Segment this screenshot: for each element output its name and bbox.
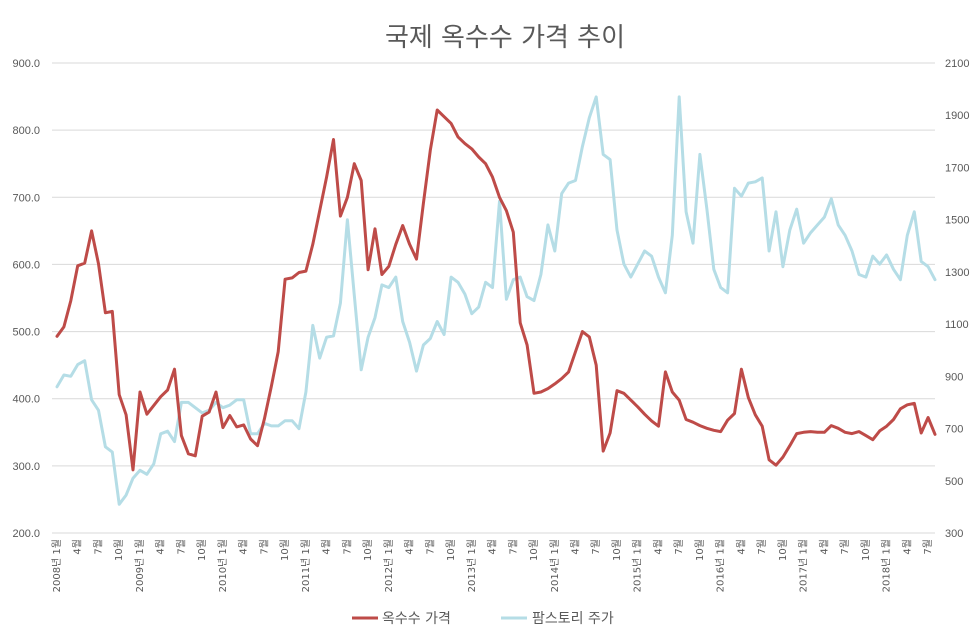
y-left-tick-label: 500.0 [12,327,40,339]
y-right-tick-label: 900 [945,371,963,383]
x-tick-label: 4월 [735,539,747,555]
x-tick-label: 2018년 1월 [881,539,893,592]
y-right-tick-label: 2100 [945,58,969,70]
x-tick-label: 4월 [487,539,499,555]
x-tick-label: 2014년 1월 [549,539,561,592]
x-tick-label: 4월 [901,539,913,555]
x-tick-label: 2010년 1월 [217,539,229,592]
series-line-corn-price [55,108,937,472]
y-right-tick-label: 1500 [945,215,969,227]
y-left-tick-label: 700.0 [12,192,40,204]
y-left-tick-label: 600.0 [12,259,40,271]
x-tick-label: 4월 [155,539,167,555]
x-tick-label: 4월 [818,539,830,555]
x-tick-label: 4월 [404,539,416,555]
y-left-tick-label: 800.0 [12,125,40,137]
x-tick-label: 2012년 1월 [383,539,395,592]
x-tick-label: 2016년 1월 [715,539,727,592]
x-tick-label: 7월 [673,539,685,555]
x-tick-label: 2013년 1월 [466,539,478,592]
x-tick-label: 7월 [839,539,851,555]
x-tick-label: 2009년 1월 [134,539,146,592]
x-tick-label: 7월 [424,539,436,555]
y-left-tick-label: 900.0 [12,58,40,70]
y-right-tick-label: 1700 [945,162,969,174]
x-tick-label: 4월 [570,539,582,555]
x-tick-label: 7월 [590,539,602,555]
series-line-farmstory-stock [55,95,937,506]
x-tick-label: 10월 [694,539,706,561]
x-tick-label: 2015년 1월 [632,539,644,592]
y-right-axis: 300 500 700 900 1100 1300 1500 1700 1900 2100 [945,58,969,540]
x-tick-label: 7월 [175,539,187,555]
x-tick-label: 4월 [238,539,250,555]
legend-label-corn-price: 옥수수 가격 [382,611,451,627]
x-tick-label: 4월 [72,539,84,555]
x-axis: 2008년 1월 4월 7월 10월 2009년 1월 4월 7월 10월 2010년 1월 4월… [51,539,934,592]
chart-title: 국제 옥수수 가격 추이 [385,23,625,53]
x-tick-label: 7월 [341,539,353,555]
x-tick-label: 7월 [756,539,768,555]
y-right-tick-label: 1900 [945,110,969,122]
y-right-tick-label: 1300 [945,267,969,279]
x-tick-label: 7월 [93,539,105,555]
y-right-tick-label: 500 [945,476,963,488]
y-right-tick-label: 300 [945,528,963,540]
y-left-axis: 200.0 300.0 400.0 500.0 600.0 700.0 800.0 900.0 [12,58,40,540]
y-right-tick-label: 1100 [945,319,969,331]
x-tick-label: 4월 [653,539,665,555]
y-left-tick-label: 400.0 [12,394,40,406]
x-tick-label: 7월 [507,539,519,555]
series-layer [55,95,937,506]
x-tick-label: 10월 [279,539,291,561]
x-tick-label: 2017년 1월 [798,539,810,592]
x-tick-label: 10월 [362,539,374,561]
y-left-tick-label: 200.0 [12,528,40,540]
x-tick-label: 10월 [777,539,789,561]
x-tick-label: 10월 [611,539,623,561]
x-tick-label: 2011년 1월 [300,539,312,592]
x-tick-label: 7월 [922,539,934,555]
y-right-tick-label: 700 [945,424,963,436]
x-tick-label: 10월 [528,539,540,561]
x-tick-label: 2008년 1월 [51,539,63,592]
x-tick-label: 7월 [258,539,270,555]
gridlines [52,62,935,534]
x-tick-label: 10월 [445,539,457,561]
x-tick-label: 4월 [321,539,333,555]
legend: 옥수수 가격 팜스토리 주가 [352,611,614,627]
x-tick-label: 10월 [860,539,872,561]
y-left-tick-label: 300.0 [12,461,40,473]
x-tick-label: 10월 [113,539,125,561]
legend-label-farmstory-stock: 팜스토리 주가 [532,611,614,627]
x-tick-label: 10월 [196,539,208,561]
